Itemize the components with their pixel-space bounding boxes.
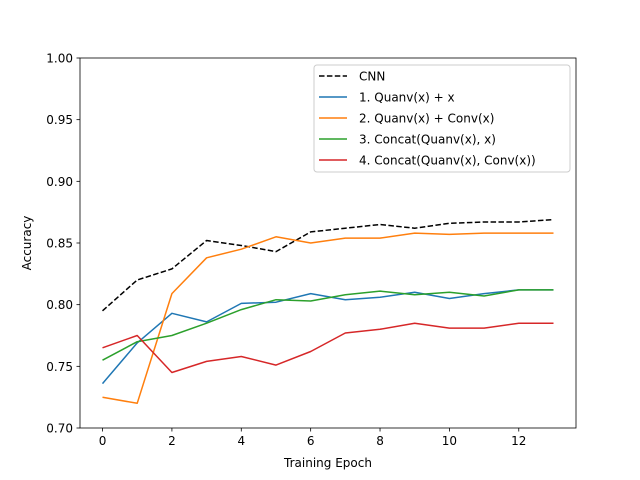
x-tick-label: 8 [376, 434, 384, 448]
legend-label-3: 2. Quanv(x) + Conv(x) [359, 112, 494, 126]
y-tick-label: 0.75 [46, 360, 73, 374]
x-tick-label: 4 [237, 434, 245, 448]
series-line-1 [102, 218, 554, 312]
series-line-4 [102, 289, 554, 361]
series-line-3 [102, 232, 554, 405]
x-axis-label: Training Epoch [283, 456, 372, 470]
x-tick-label: 6 [307, 434, 315, 448]
x-axis-ticks: 0 2 4 6 8 10 12 [99, 428, 526, 448]
legend-label-1: CNN [359, 70, 385, 84]
x-tick-label: 0 [99, 434, 107, 448]
y-tick-label: 0.95 [46, 113, 73, 127]
y-tick-label: 1.00 [46, 52, 73, 66]
x-tick-label: 10 [442, 434, 457, 448]
y-axis-label: Accuracy [20, 216, 34, 271]
y-tick-label: 0.80 [46, 298, 73, 312]
x-tick-label: 12 [511, 434, 526, 448]
y-tick-label: 0.90 [46, 175, 73, 189]
legend-label-2: 1. Quanv(x) + x [359, 91, 455, 105]
series-line-5 [102, 322, 554, 374]
x-tick-label: 2 [168, 434, 176, 448]
legend: CNN 1. Quanv(x) + x 2. Quanv(x) + Conv(x) 3… [313, 64, 571, 173]
y-axis-ticks: 0.70 0.75 0.80 0.85 0.90 0.95 1.00 [46, 52, 80, 436]
y-tick-label: 0.85 [46, 237, 73, 251]
series-layer [101, 218, 554, 405]
series-line-2 [101, 289, 554, 385]
legend-label-5: 4. Concat(Quanv(x), Conv(x)) [359, 154, 536, 168]
legend-label-4: 3. Concat(Quanv(x), x) [359, 133, 496, 147]
legend-box [313, 64, 571, 173]
y-tick-label: 0.70 [46, 422, 73, 436]
